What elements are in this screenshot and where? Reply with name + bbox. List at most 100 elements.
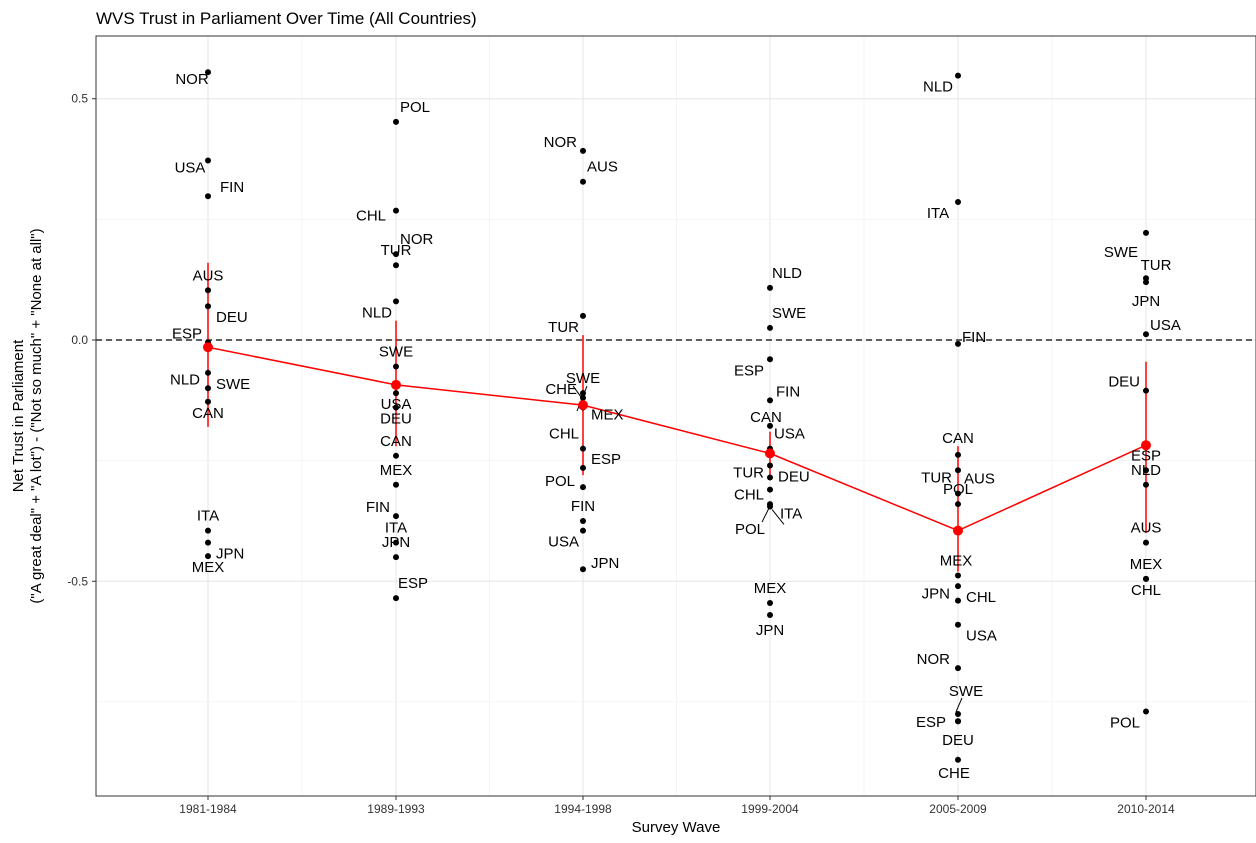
label-2010-2014-JPN: JPN	[1132, 293, 1160, 310]
point-2005-2009-FIN	[955, 340, 961, 347]
x-tick-label-1989-1993: 1989-1993	[367, 802, 425, 816]
y-tick-label-0: 0.5	[71, 92, 88, 106]
y-axis-title-line1: Net Trust in Parliament	[10, 339, 27, 492]
point-2010-2014-ESP	[1143, 467, 1149, 474]
label-1994-1998-NOR: NOR	[544, 134, 578, 151]
point-1999-2004-ESP	[767, 356, 773, 363]
point-1981-1984-DEU	[205, 303, 211, 310]
point-2005-2009-SWE	[955, 710, 961, 717]
mean-points	[203, 342, 1151, 536]
point-2005-2009-CHL	[955, 583, 961, 590]
label-2005-2009-SWE: SWE	[949, 683, 983, 700]
point-1989-1993-JPN	[393, 554, 399, 561]
point-2010-2014-AUS	[1143, 539, 1149, 546]
x-tick-label-1981-1984: 1981-1984	[179, 802, 237, 816]
label-1981-1984-AUS: AUS	[193, 267, 224, 284]
label-1981-1984-NOR: NOR	[175, 71, 209, 88]
label-2005-2009-CHL: CHL	[966, 589, 996, 606]
point-1981-1984-SWE	[205, 369, 211, 376]
label-1981-1984-ESP: ESP	[172, 325, 202, 342]
label-1994-1998-SWE: SWE	[566, 370, 600, 387]
label-1994-1998-CHE: CHE	[545, 381, 577, 398]
mean-point-1994-1998	[578, 400, 588, 411]
label-2010-2014-SWE: SWE	[1104, 244, 1138, 261]
y-axis-title-line2: ("A great deal" + "A lot") - ("Not so mu…	[28, 228, 45, 603]
mean-point-1989-1993	[391, 379, 401, 390]
point-1999-2004-CHL	[767, 486, 773, 493]
point-2005-2009-DEU	[955, 718, 961, 725]
label-1989-1993-USA: USA	[381, 396, 412, 413]
label-2010-2014-CHL: CHL	[1131, 582, 1161, 599]
label-1981-1984-JPN: JPN	[216, 546, 244, 563]
label-1989-1993-POL: POL	[400, 99, 430, 116]
point-1994-1998-POL	[580, 484, 586, 491]
point-1999-2004-JPN	[767, 612, 773, 619]
label-2005-2009-ITA: ITA	[927, 205, 949, 222]
point-2005-2009-CHE	[955, 756, 961, 763]
label-1999-2004-MEX: MEX	[754, 580, 787, 597]
point-1981-1984-JPN	[205, 539, 211, 546]
point-2005-2009-ITA	[955, 198, 961, 205]
point-2010-2014-SWE	[1143, 229, 1149, 236]
point-1999-2004-NLD	[767, 284, 773, 291]
plot-border	[95, 35, 1256, 797]
label-2005-2009-TUR: TUR	[921, 469, 952, 486]
point-1994-1998-USA	[580, 527, 586, 534]
point-1994-1998-FIN	[580, 517, 586, 524]
label-1989-1993-JPN: JPN	[382, 534, 410, 551]
point-1981-1984-ITA	[205, 527, 211, 534]
point-1989-1993-DEU	[393, 404, 399, 411]
label-2010-2014-AUS: AUS	[1131, 520, 1162, 537]
point-1981-1984-CAN	[205, 398, 211, 405]
point-1981-1984-USA	[205, 157, 211, 164]
point-1999-2004-DEU	[767, 474, 773, 481]
label-1981-1984-ITA: ITA	[197, 508, 219, 525]
label-1999-2004-NLD: NLD	[772, 265, 802, 282]
label-1999-2004-TUR: TUR	[733, 464, 764, 481]
label-1999-2004-ITA: ITA	[780, 505, 802, 522]
point-1989-1993-ESP	[393, 595, 399, 602]
point-1989-1993-FIN	[393, 513, 399, 520]
label-2005-2009-JPN: JPN	[922, 586, 950, 603]
point-1989-1993-ITA	[393, 539, 399, 546]
label-1994-1998-MEX: MEX	[591, 407, 624, 424]
y-tick-label-2: -0.5	[67, 574, 88, 588]
label-2005-2009-FIN: FIN	[962, 329, 986, 346]
mean-point-1981-1984	[203, 342, 213, 353]
label-1989-1993-MEX: MEX	[380, 462, 413, 479]
label-1999-2004-JPN: JPN	[756, 622, 784, 639]
point-1999-2004-FIN	[767, 397, 773, 404]
point-1989-1993-SWE	[393, 363, 399, 370]
point-1981-1984-AUS	[205, 287, 211, 294]
label-1999-2004-CHL: CHL	[734, 487, 764, 504]
point-2005-2009-AUS	[955, 490, 961, 497]
point-2010-2014-CHL	[1143, 575, 1149, 582]
label-1981-1984-NLD: NLD	[170, 371, 200, 388]
x-tick-label-2005-2009: 2005-2009	[929, 802, 987, 816]
point-1989-1993-POL	[393, 118, 399, 125]
label-2005-2009-NOR: NOR	[917, 651, 951, 668]
point-1999-2004-SWE	[767, 324, 773, 331]
label-2005-2009-CHE: CHE	[938, 765, 970, 782]
point-2005-2009-MEX	[955, 572, 961, 579]
point-2005-2009-NLD	[955, 72, 961, 79]
mean-trend-line	[207, 346, 1147, 532]
point-2005-2009-JPN	[955, 597, 961, 604]
label-2005-2009-USA: USA	[966, 628, 997, 645]
label-1989-1993-SWE: SWE	[379, 344, 413, 361]
label-1994-1998-ESP: ESP	[591, 451, 621, 468]
label-1994-1998-TUR: TUR	[548, 319, 579, 336]
point-1989-1993-CHL	[393, 207, 399, 214]
y-tick-label-1: 0.0	[71, 333, 88, 347]
label-1989-1993-DEU: DEU	[380, 411, 412, 428]
label-1994-1998-JPN: JPN	[591, 555, 619, 572]
label-2005-2009-AUS: AUS	[964, 470, 995, 487]
label-1989-1993-TUR: TUR	[381, 242, 412, 259]
chart-title: WVS Trust in Parliament Over Time (All C…	[96, 9, 477, 28]
point-1989-1993-MEX	[393, 481, 399, 488]
label-1981-1984-MEX: MEX	[192, 559, 225, 576]
label-2010-2014-TUR: TUR	[1141, 257, 1172, 274]
point-2005-2009-POL	[955, 501, 961, 508]
mean-point-2005-2009	[953, 525, 963, 536]
